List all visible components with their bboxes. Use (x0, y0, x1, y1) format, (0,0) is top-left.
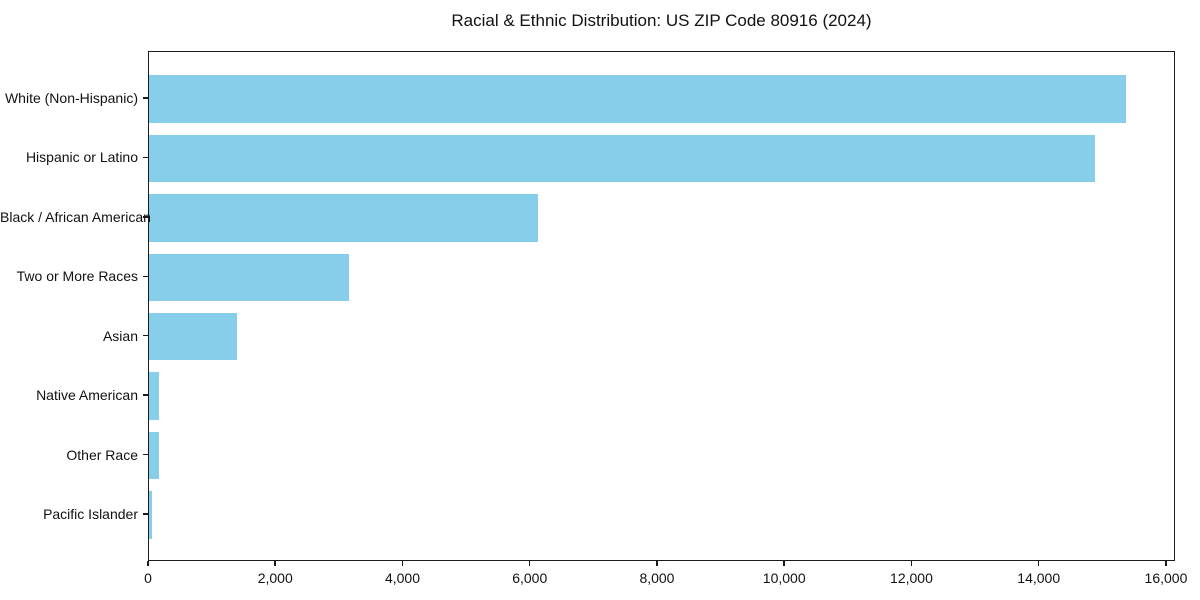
x-tick-mark (1165, 561, 1167, 566)
bar (149, 134, 1096, 183)
y-tick-label: Native American (36, 387, 138, 404)
y-tick-label: Pacific Islander (43, 506, 138, 523)
x-tick-mark (656, 561, 658, 566)
y-tick-label: Black / African American (0, 208, 151, 225)
x-tick-mark (274, 561, 276, 566)
x-tick-label: 6,000 (512, 570, 548, 586)
x-tick-mark (910, 561, 913, 566)
x-tick-label: 2,000 (257, 570, 293, 586)
y-tick-label: Other Race (66, 446, 138, 463)
y-tick-label: White (Non-Hispanic) (4, 89, 138, 106)
bar (149, 431, 159, 480)
bar (149, 372, 159, 420)
chart-title: Racial & Ethnic Distribution: US ZIP Cod… (451, 11, 872, 30)
x-tick-mark (147, 561, 149, 566)
bar (149, 312, 238, 361)
bar (149, 491, 152, 539)
x-tick-label: 10,000 (762, 570, 806, 586)
bar (149, 253, 349, 302)
plot-area (148, 51, 1175, 561)
x-tick-mark (528, 561, 531, 566)
y-tick-label: Hispanic or Latino (25, 149, 138, 166)
x-tick-label: 12,000 (890, 570, 933, 586)
y-tick-label: Asian (102, 327, 138, 344)
x-tick-label: 16,000 (1144, 570, 1188, 586)
bars-layer (149, 52, 1174, 560)
bar (149, 75, 1127, 123)
x-tick-label: 8,000 (639, 570, 675, 586)
x-tick-mark (1037, 561, 1040, 566)
x-tick-label: 4,000 (384, 570, 420, 586)
x-tick-label: 14,000 (1017, 570, 1061, 586)
x-tick-label: 0 (144, 570, 152, 586)
x-tick-mark (401, 561, 404, 566)
y-tick-label: Two or More Races (16, 268, 138, 285)
x-tick-mark (783, 561, 785, 566)
bar (149, 194, 538, 242)
